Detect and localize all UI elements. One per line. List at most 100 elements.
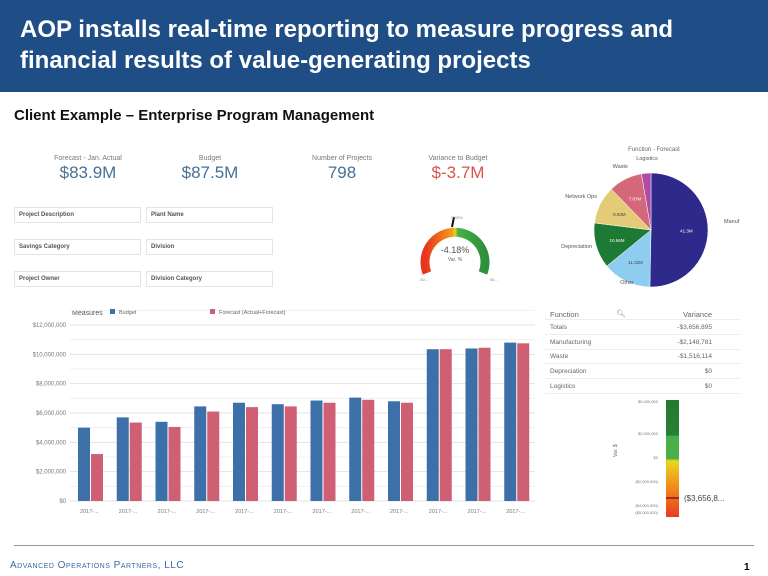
table-row[interactable]: Depreciation $0 [545, 364, 740, 379]
cell-variance: -$3,656,895 [677, 324, 712, 331]
bar-budget [388, 401, 400, 501]
colorbar-tick-label: $5,000,000 [638, 399, 659, 404]
legend-swatch [210, 309, 215, 314]
x-tick-label: 2017-... [235, 509, 254, 515]
cell-function: Totals [550, 324, 567, 331]
bar-budget [116, 417, 129, 501]
variance-gauge: -4.18% Var. % 0.00% -50... 50... [419, 215, 498, 282]
x-tick-label: 2017-... [196, 509, 215, 515]
filter-division-category[interactable]: Division Category [146, 271, 273, 287]
pie-category-label: Other [620, 280, 634, 286]
kpi-card: Forecast - Jan. Actual $83.9M [18, 155, 158, 183]
kpi-label: Budget [198, 155, 222, 162]
pie-value-label: 10.56M [610, 238, 625, 243]
legend-label: Forecast (Actual+Forecast) [219, 310, 286, 316]
bar-forecast [168, 426, 181, 501]
cell-function: Manufacturing [550, 339, 592, 346]
table-row[interactable]: Logistics $0 [545, 379, 740, 394]
column-header-variance[interactable]: Variance [682, 310, 712, 319]
pie-chart: Function - Forecast 41.3M Manuf 11.32M Othe… [561, 147, 740, 288]
filter-plant-name[interactable]: Plant Name [146, 207, 273, 223]
cell-function: Depreciation [550, 368, 587, 375]
pie-value-label: 7.87M [629, 196, 642, 201]
x-tick-label: 2017-... [80, 509, 99, 515]
x-tick-label: 2017-... [274, 509, 293, 515]
bar-forecast [362, 399, 375, 501]
pie-category-label: Manuf [724, 219, 740, 225]
bar-forecast [284, 406, 297, 501]
gauge-label: Var. % [448, 257, 463, 263]
x-tick-label: 2017-... [506, 509, 525, 515]
x-tick-label: 2017-... [158, 509, 177, 515]
x-tick-label: 2017-... [468, 509, 487, 515]
x-tick-label: 2017-... [119, 509, 138, 515]
table-row[interactable]: Manufacturing -$2,148,781 [545, 335, 740, 350]
bar-forecast [478, 347, 491, 501]
filter-division[interactable]: Division [146, 239, 273, 255]
pie-category-label: Logistics [636, 156, 658, 162]
y-tick-label: $2,000,000 [36, 470, 67, 476]
bar-budget [155, 421, 168, 501]
bar-forecast [246, 407, 258, 501]
x-tick-label: 2017-... [429, 509, 448, 515]
pie-value-label: 8.83M [613, 212, 626, 217]
x-tick-label: 2017-... [390, 509, 409, 515]
footer-divider [14, 545, 754, 546]
filter-savings-category[interactable]: Savings Category [14, 239, 141, 255]
pie-category-label: Depreciation [561, 244, 592, 250]
filter-project-description[interactable]: Project Description [14, 207, 141, 223]
bar-budget [465, 348, 478, 501]
y-tick-label: $10,000,000 [33, 352, 67, 358]
gauge-min-label: -50... [419, 277, 428, 282]
y-tick-label: $4,000,000 [36, 440, 67, 446]
header-bar [0, 0, 768, 92]
filter-project-owner[interactable]: Project Owner [14, 271, 141, 287]
pie-value-label: 41.3M [680, 228, 693, 233]
legend-title: Measures [72, 310, 103, 317]
cell-variance: $0 [704, 383, 712, 390]
kpi-card: Number of Projects 798 [272, 155, 412, 183]
bar-budget [504, 342, 517, 501]
gauge-value: -4.18% [441, 245, 470, 255]
colorbar-marker-label: ($3,656,8... [684, 494, 724, 503]
bar-forecast [401, 402, 413, 501]
table-header: Function 🔍︎ Variance [545, 306, 740, 320]
bar-budget [426, 349, 439, 501]
y-tick-label: $0 [59, 499, 66, 505]
slide-title: AOP installs real-time reporting to meas… [20, 16, 674, 74]
pie-category-label: Waste [613, 164, 628, 170]
legend-label: Budget [119, 310, 137, 316]
page-number: 1 [744, 562, 750, 573]
legend-swatch [110, 309, 115, 314]
cell-variance: $0 [704, 368, 712, 375]
variance-colorbar: ($3,656,8... Var. $ $5,000,000 $2,000,000… [613, 399, 724, 517]
pie-slice [649, 172, 709, 288]
kpi-label: Number of Projects [312, 155, 372, 162]
y-tick-label: $12,000,000 [33, 323, 67, 329]
x-tick-label: 2017-... [351, 509, 370, 515]
kpi-label: Variance to Budget [428, 155, 488, 162]
colorbar-axis-label: Var. $ [613, 444, 619, 457]
column-header-function[interactable]: Function [550, 310, 579, 319]
colorbar-tick-label: $0 [654, 455, 659, 460]
colorbar-gradient [666, 400, 679, 517]
pie-category-label: Network Ops [565, 194, 597, 200]
slide-subtitle: Client Example – Enterprise Program Mana… [14, 107, 375, 124]
pie-slice [641, 172, 652, 231]
x-tick-label: 2017-... [313, 509, 332, 515]
bar-forecast [91, 454, 103, 501]
colorbar-tick-label: ($4,000,000) [635, 503, 658, 508]
bar-budget [78, 427, 90, 501]
table-row[interactable]: Waste -$1,516,114 [545, 349, 740, 364]
kpi-label: Forecast - Jan. Actual [54, 155, 122, 162]
y-tick-label: $8,000,000 [36, 382, 67, 388]
pie-value-label: 11.32M [628, 260, 643, 265]
bar-budget [310, 400, 323, 501]
bar-forecast [323, 402, 336, 501]
colorbar-tick-label: ($2,000,000) [635, 479, 658, 484]
table-row[interactable]: Totals -$3,656,895 [545, 320, 740, 335]
search-icon[interactable]: 🔍︎ [616, 309, 626, 318]
colorbar-tick-label: $2,000,000 [638, 431, 659, 436]
cell-variance: -$1,516,114 [677, 353, 712, 360]
kpi-card: Variance to Budget $-3.7M [388, 155, 528, 183]
